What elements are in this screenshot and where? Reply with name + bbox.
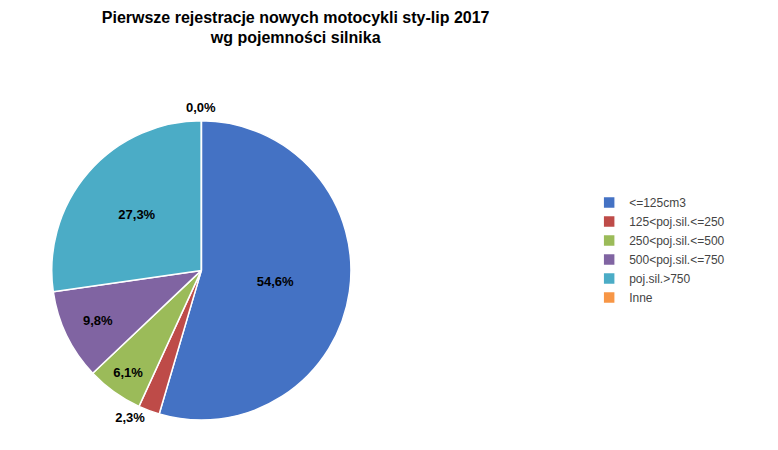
svg-text:poj.sil.>750: poj.sil.>750 [629,272,690,286]
svg-text:6,1%: 6,1% [113,365,143,380]
svg-text:Pierwsze rejestracje nowych mo: Pierwsze rejestracje nowych motocykli st… [102,9,490,47]
svg-text:27,3%: 27,3% [118,207,155,222]
svg-text:250<poj.sil.<=500: 250<poj.sil.<=500 [629,234,724,248]
svg-text:2,3%: 2,3% [115,410,145,425]
svg-text:<=125cm3: <=125cm3 [629,196,686,210]
svg-text:Inne: Inne [629,291,653,305]
svg-text:0,0%: 0,0% [186,100,216,115]
svg-text:9,8%: 9,8% [83,313,113,328]
svg-text:125<poj.sil.<=250: 125<poj.sil.<=250 [629,215,724,229]
svg-text:54,6%: 54,6% [257,274,294,289]
svg-text:500<poj.sil.<=750: 500<poj.sil.<=750 [629,253,724,267]
